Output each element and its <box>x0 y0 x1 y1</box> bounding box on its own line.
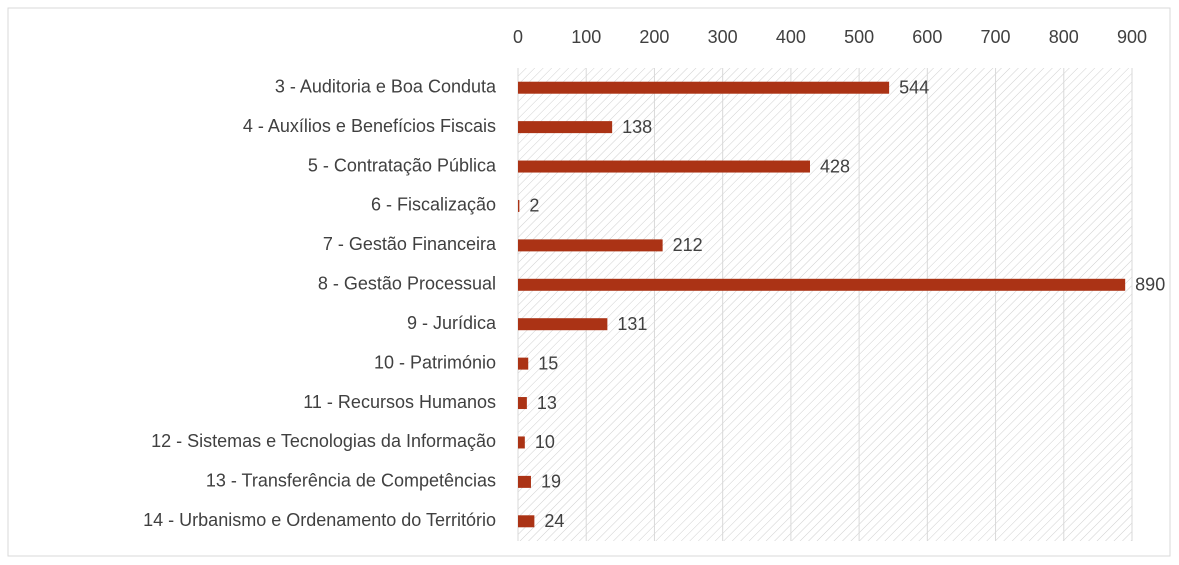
bar <box>518 436 525 449</box>
data-label: 15 <box>538 353 558 373</box>
bar <box>518 160 810 173</box>
x-tick-label: 500 <box>844 27 874 47</box>
y-tick-label: 14 - Urbanismo e Ordenamento do Territór… <box>143 510 496 530</box>
x-tick-label: 200 <box>639 27 669 47</box>
bar <box>518 318 608 331</box>
y-tick-label: 8 - Gestão Processual <box>318 274 496 294</box>
data-label: 19 <box>541 472 561 492</box>
y-tick-label: 4 - Auxílios e Benefícios Fiscais <box>243 116 496 136</box>
x-tick-label: 900 <box>1117 27 1147 47</box>
data-label: 138 <box>622 117 652 137</box>
data-label: 13 <box>537 393 557 413</box>
y-tick-label: 3 - Auditoria e Boa Conduta <box>275 76 497 96</box>
bar <box>518 397 527 410</box>
data-label: 428 <box>820 156 850 176</box>
x-tick-label: 300 <box>708 27 738 47</box>
x-tick-label: 100 <box>571 27 601 47</box>
bar <box>518 239 663 252</box>
y-tick-label: 6 - Fiscalização <box>371 195 496 215</box>
x-tick-label: 0 <box>513 27 523 47</box>
bar <box>518 357 529 370</box>
data-label: 10 <box>535 432 555 452</box>
bar <box>518 121 613 134</box>
bar <box>518 475 531 488</box>
y-tick-label: 9 - Jurídica <box>407 313 497 333</box>
y-tick-label: 10 - Património <box>374 352 496 372</box>
data-label: 2 <box>529 196 539 216</box>
data-label: 131 <box>617 314 647 334</box>
y-tick-label: 11 - Recursos Humanos <box>303 392 496 412</box>
x-tick-label: 600 <box>912 27 942 47</box>
x-tick-label: 700 <box>981 27 1011 47</box>
data-label: 890 <box>1135 275 1165 295</box>
data-label: 24 <box>544 511 564 531</box>
plot-background <box>518 68 1132 541</box>
data-label: 212 <box>673 235 703 255</box>
x-tick-label: 400 <box>776 27 806 47</box>
bar <box>518 278 1126 291</box>
data-label: 544 <box>899 77 929 97</box>
y-tick-label: 12 - Sistemas e Tecnologias da Informaçã… <box>151 431 496 451</box>
bar <box>518 199 520 212</box>
x-tick-label: 800 <box>1049 27 1079 47</box>
bar <box>518 81 890 94</box>
y-tick-label: 7 - Gestão Financeira <box>323 234 497 254</box>
bar <box>518 515 535 528</box>
y-tick-label: 5 - Contratação Pública <box>308 155 497 175</box>
y-tick-label: 13 - Transferência de Competências <box>206 471 496 491</box>
